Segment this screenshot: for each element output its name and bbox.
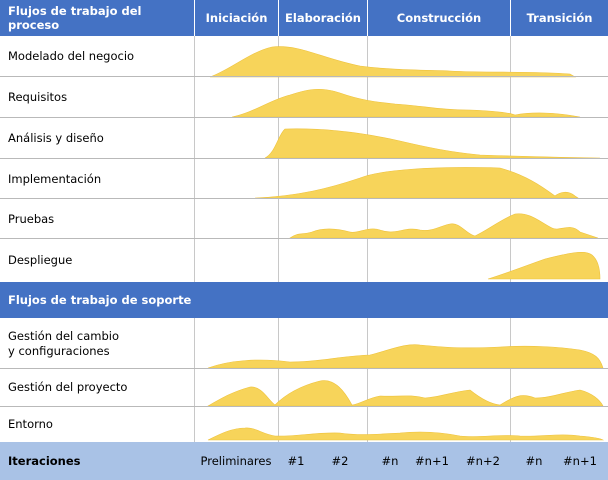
phase-divider — [194, 318, 195, 442]
iteration-label: #n+1 — [415, 454, 449, 468]
row-divider — [0, 117, 608, 118]
row-divider — [0, 198, 608, 199]
curve-implementacion — [254, 167, 579, 199]
curve-despliegue — [487, 252, 601, 280]
row-label-despliegue: Despliegue — [8, 252, 73, 267]
phase-divider — [510, 318, 511, 442]
row-divider — [0, 368, 608, 369]
curve-analisis — [264, 128, 601, 159]
iteration-label: #n+2 — [466, 454, 500, 468]
iteration-label: #n — [381, 454, 399, 468]
support-workflows-header: Flujos de trabajo de soporte — [0, 282, 608, 318]
curve-entorno — [207, 427, 604, 441]
row-label-modelado: Modelado del negocio — [8, 48, 135, 63]
iteration-label: Preliminares — [200, 454, 272, 468]
phase-divider — [510, 36, 511, 282]
phase-divider — [367, 36, 368, 282]
iterations-footer — [0, 442, 608, 480]
phase-divider — [194, 36, 195, 282]
curve-gestion-cambio — [207, 344, 604, 369]
phase-header-iniciacion: Iniciación — [195, 0, 278, 36]
iteration-label: #1 — [287, 454, 305, 468]
row-divider — [0, 76, 608, 77]
curve-pruebas — [289, 213, 599, 239]
row-label-entorno: Entorno — [8, 416, 53, 431]
phase-divider — [278, 318, 279, 442]
row-label-analisis: Análisis y diseño — [8, 130, 104, 145]
row-label-requisitos: Requisitos — [8, 89, 68, 104]
phase-header-transicion: Transición — [511, 0, 608, 36]
curve-requisitos — [231, 88, 581, 118]
row-divider — [0, 158, 608, 159]
row-divider — [0, 238, 608, 239]
phase-header-construccion: Construcción — [368, 0, 510, 36]
curve-gestion-proyecto — [206, 380, 604, 407]
workflows-header: Flujos de trabajo del proceso — [0, 0, 194, 36]
row-label-pruebas: Pruebas — [8, 211, 55, 226]
phase-divider — [367, 318, 368, 442]
iteration-label: #n — [525, 454, 543, 468]
iterations-title: Iteraciones — [8, 454, 81, 468]
row-label-implementacion: Implementación — [8, 171, 102, 186]
row-divider — [0, 406, 608, 407]
phase-divider — [278, 36, 279, 282]
iteration-label: #2 — [331, 454, 349, 468]
iteration-label: #n+1 — [563, 454, 597, 468]
phase-header-elaboracion: Elaboración — [279, 0, 367, 36]
row-label-gestion-proyecto: Gestión del proyecto — [8, 380, 128, 394]
row-label-gestion-cambio: Gestión del cambio y configuraciones — [8, 329, 119, 358]
curve-modelado — [209, 46, 577, 78]
